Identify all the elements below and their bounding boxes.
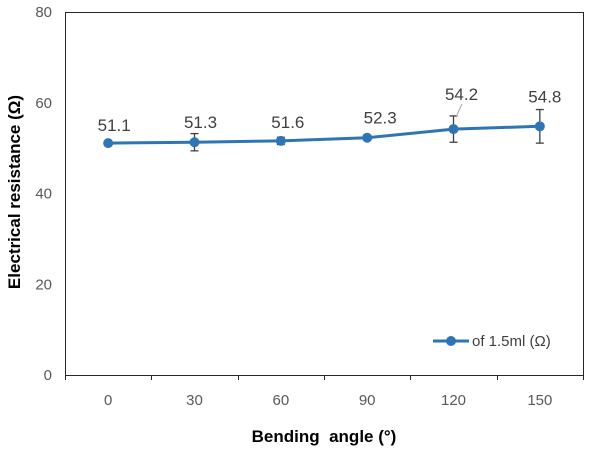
- data-label: 52.3: [364, 109, 397, 128]
- y-tick-label: 20: [35, 276, 52, 293]
- y-tick-label: 0: [44, 367, 52, 384]
- series-1: [103, 108, 545, 152]
- data-label: 51.3: [184, 113, 217, 132]
- series-line: [106, 124, 542, 145]
- x-tick-label: 30: [186, 392, 203, 409]
- data-label-leader-line: [455, 103, 463, 118]
- data-point: [275, 135, 286, 146]
- legend-marker: [446, 336, 456, 346]
- plot-area: [65, 12, 584, 376]
- y-tick-label: 40: [35, 186, 52, 203]
- x-tick-label: 150: [527, 392, 552, 409]
- axes: 0 20 40 60 80 0 30 60 90 120 150: [35, 4, 584, 409]
- x-tick-label: 120: [441, 392, 466, 409]
- data-point: [448, 124, 459, 135]
- data-label: 51.1: [98, 116, 131, 135]
- x-axis-title: Bending angle (°): [252, 427, 397, 446]
- legend-label: of 1.5ml (Ω): [472, 333, 551, 350]
- data-point: [189, 137, 200, 148]
- y-tick-label: 60: [35, 95, 52, 112]
- x-tick-label: 0: [104, 392, 112, 409]
- legend: of 1.5ml (Ω): [433, 333, 551, 350]
- x-tick-label: 90: [359, 392, 376, 409]
- data-point: [362, 132, 373, 143]
- data-point: [103, 138, 114, 149]
- data-labels: 51.1 51.3 51.6 52.3 54.2 54.8: [98, 85, 562, 135]
- x-tick-label: 60: [272, 392, 289, 409]
- y-tick-label: 80: [35, 4, 52, 21]
- data-label: 51.6: [271, 113, 304, 132]
- y-axis-title: Electrical resistance (Ω): [5, 95, 24, 289]
- data-label: 54.2: [445, 85, 478, 104]
- data-point: [534, 121, 545, 132]
- data-label: 54.8: [528, 87, 561, 106]
